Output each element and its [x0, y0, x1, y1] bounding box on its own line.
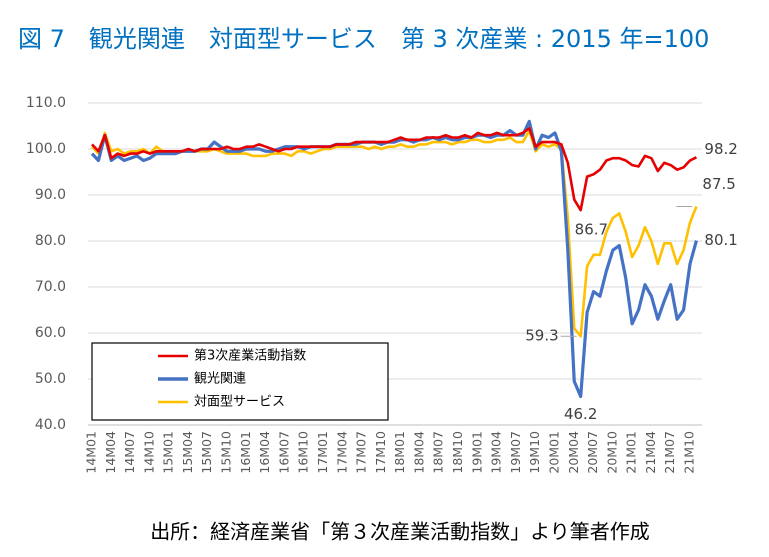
y-tick-label: 90.0 [35, 187, 66, 203]
x-tick-label: 21M07 [662, 431, 677, 474]
value-label: 59.3 [525, 327, 558, 345]
x-tick-label: 18M07 [431, 431, 446, 474]
x-tick-label: 20M01 [546, 431, 561, 474]
legend-box [91, 342, 389, 421]
x-tick-label: 15M10 [219, 431, 234, 474]
x-tick-label: 20M04 [566, 431, 581, 474]
y-tick-label: 40.0 [35, 417, 66, 433]
x-tick-label: 19M01 [469, 431, 484, 474]
x-tick-label: 17M01 [315, 431, 330, 474]
chart-title: 図 7 観光関連 対面型サービス 第 3 次産業 : 2015 年=100 [18, 25, 709, 53]
x-tick-label: 16M01 [238, 431, 253, 474]
legend-label: 観光関連 [194, 372, 246, 387]
value-label: 86.7 [575, 221, 608, 239]
value-label: 87.5 [702, 175, 735, 193]
y-tick-label: 80.0 [35, 233, 66, 249]
y-tick-label: 100.0 [26, 141, 66, 157]
x-tick-label: 16M07 [276, 431, 291, 474]
x-tick-label: 15M04 [180, 431, 195, 474]
x-tick-label: 19M04 [489, 431, 504, 474]
x-tick-label: 15M07 [199, 431, 214, 474]
x-tick-label: 19M07 [508, 431, 523, 474]
x-tick-label: 17M07 [354, 431, 369, 474]
x-tick-label: 18M04 [411, 431, 426, 474]
x-tick-label: 18M10 [450, 431, 465, 474]
x-tick-label: 20M10 [604, 431, 619, 474]
x-tick-label: 17M04 [334, 431, 349, 474]
legend-label: 対面型サービス [194, 395, 285, 410]
y-tick-label: 60.0 [35, 325, 66, 341]
x-tick-label: 15M01 [161, 431, 176, 474]
x-tick-label: 16M10 [296, 431, 311, 474]
legend-label: 第3次産業活動指数 [194, 348, 306, 364]
x-tick-label: 21M10 [681, 431, 696, 474]
series-line [91, 127, 698, 212]
x-tick-label: 17M10 [373, 431, 388, 474]
x-tick-label: 21M01 [624, 431, 639, 474]
x-tick-label: 14M10 [141, 431, 156, 474]
value-label: 98.2 [704, 140, 737, 158]
y-tick-label: 50.0 [35, 371, 66, 387]
x-tick-label: 21M04 [643, 431, 658, 474]
x-tick-label: 14M01 [84, 431, 99, 474]
x-tick-label: 19M10 [527, 431, 542, 474]
source-note: 出所：経済産業省「第３次産業活動指数」より筆者作成 [150, 520, 650, 544]
x-tick-label: 20M07 [585, 431, 600, 474]
x-tick-label: 18M01 [392, 431, 407, 474]
value-label: 80.1 [704, 231, 737, 249]
x-tick-label: 16M04 [257, 431, 272, 474]
x-tick-label: 14M07 [122, 431, 137, 474]
y-tick-label: 110.0 [26, 95, 66, 111]
x-tick-label: 14M04 [103, 431, 118, 474]
y-tick-label: 70.0 [35, 279, 66, 295]
value-label: 46.2 [564, 405, 597, 423]
